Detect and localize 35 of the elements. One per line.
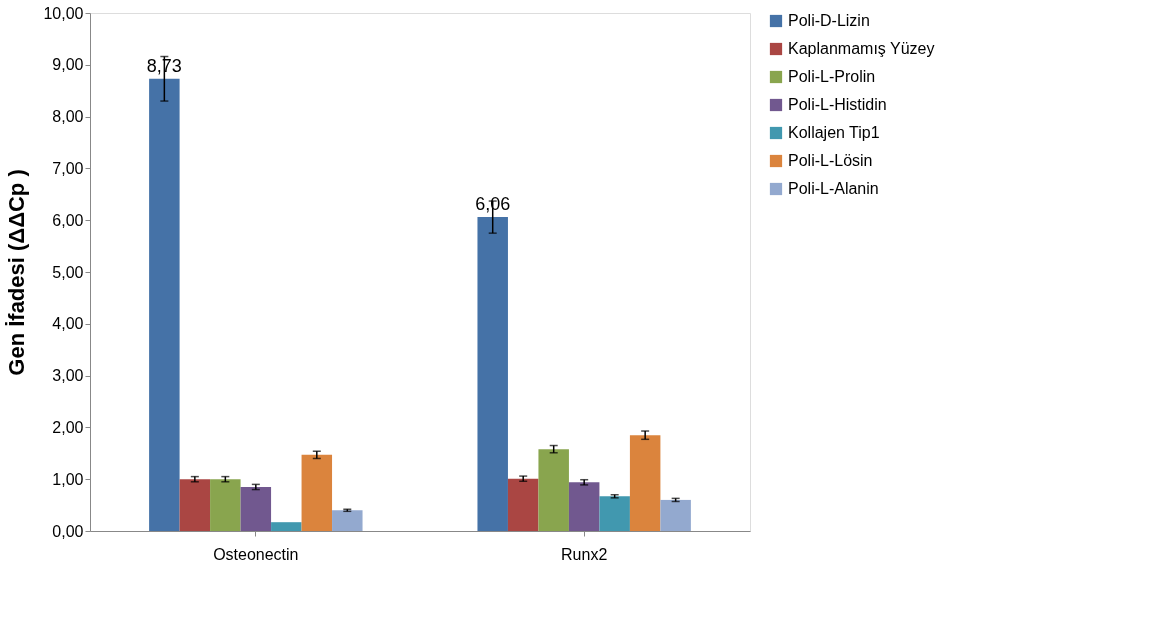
bar bbox=[240, 486, 272, 531]
bar bbox=[149, 78, 180, 531]
y-tick-label: 6,00 bbox=[52, 211, 84, 229]
y-tick-label: 2,00 bbox=[52, 418, 84, 436]
bar bbox=[507, 478, 539, 531]
bar bbox=[599, 496, 630, 531]
bar bbox=[179, 479, 211, 531]
bar bbox=[210, 479, 241, 531]
y-axis-title: Gen İfadesi (ΔΔCp ) bbox=[4, 169, 30, 376]
bar bbox=[301, 454, 333, 531]
y-tick-label: 5,00 bbox=[52, 263, 84, 281]
y-tick-label: 9,00 bbox=[52, 56, 84, 74]
legend-label: Kollajen Tip1 bbox=[788, 124, 880, 141]
bar bbox=[629, 435, 661, 531]
y-tick-label: 10,00 bbox=[43, 4, 84, 22]
x-tick-label: Osteonectin bbox=[213, 545, 299, 563]
y-tick-label: 4,00 bbox=[52, 315, 84, 333]
legend-label: Poli-L-Histidin bbox=[788, 96, 887, 113]
legend-label: Poli-L-Alanin bbox=[788, 180, 879, 197]
y-tick-label: 1,00 bbox=[52, 470, 84, 488]
bar bbox=[538, 449, 569, 531]
legend-label: Poli-L-Prolin bbox=[788, 68, 876, 85]
bar bbox=[477, 217, 508, 531]
bar bbox=[332, 510, 363, 531]
bar bbox=[271, 522, 302, 531]
bar bbox=[660, 499, 691, 531]
y-tick-label: 8,00 bbox=[52, 108, 84, 126]
y-tick-label: 7,00 bbox=[52, 159, 84, 177]
legend-label: Poli-D-Lizin bbox=[788, 12, 870, 29]
legend-label: Kaplanmamış Yüzey bbox=[788, 40, 935, 57]
x-tick-label: Runx2 bbox=[561, 545, 608, 563]
legend-label: Poli-L-Lösin bbox=[788, 152, 873, 169]
y-tick-label: 3,00 bbox=[52, 367, 84, 385]
y-tick-label: 0,00 bbox=[52, 522, 84, 540]
bar bbox=[568, 482, 600, 531]
